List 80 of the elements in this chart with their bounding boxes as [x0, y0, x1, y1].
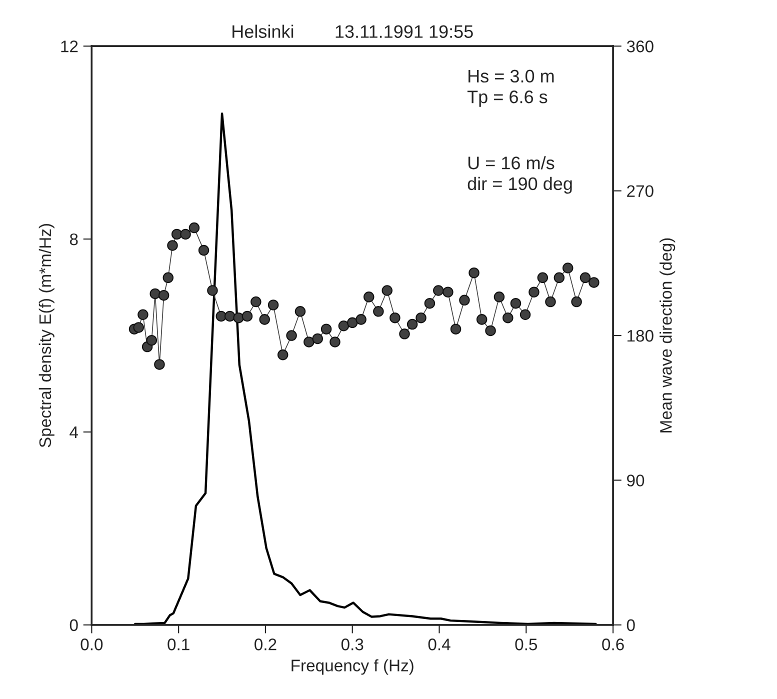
- point: [356, 314, 366, 325]
- point: [406, 318, 418, 330]
- annotation: Hs = 3.0 m Tp = 6.6 s: [467, 70, 554, 107]
- y2-tick-label: 180: [628, 330, 654, 342]
- point: [424, 298, 436, 309]
- point: [171, 228, 182, 240]
- y-tick-label: 8: [70, 233, 78, 246]
- point: [312, 333, 323, 344]
- point: [459, 294, 470, 306]
- point: [485, 325, 496, 336]
- point: [320, 324, 332, 334]
- point: [162, 272, 174, 284]
- x-tick-label: 0.6: [602, 638, 624, 650]
- x-tick-label: 0.5: [515, 638, 538, 650]
- point: [364, 292, 374, 302]
- point: [294, 306, 306, 317]
- point: [277, 349, 288, 360]
- point: [528, 286, 540, 298]
- point: [242, 310, 253, 322]
- point: [510, 298, 522, 309]
- y2-tick-label: 90: [627, 474, 644, 486]
- point: [167, 240, 178, 251]
- point: [133, 322, 144, 333]
- point: [146, 334, 158, 346]
- point: [382, 285, 393, 296]
- point: [399, 328, 410, 340]
- point: [580, 272, 591, 284]
- point: [494, 292, 505, 302]
- point: [338, 320, 350, 332]
- y-tick-label: 0: [70, 619, 78, 632]
- point: [373, 306, 384, 317]
- x-tick-label: 0.3: [341, 638, 364, 650]
- point: [588, 277, 600, 288]
- point: [450, 324, 462, 334]
- point: [433, 285, 444, 296]
- x-tick-label: 0.2: [254, 638, 276, 650]
- point: [520, 309, 531, 320]
- point: [207, 285, 218, 296]
- y-tick-label: 4: [70, 426, 78, 438]
- y2-tick-label: 360: [626, 40, 654, 52]
- point: [259, 314, 270, 325]
- point: [468, 267, 480, 278]
- point: [416, 312, 426, 324]
- point: [545, 296, 556, 308]
- x-axis-title: Frequency f (Hz): [292, 659, 414, 675]
- point: [562, 262, 574, 274]
- point: [233, 312, 244, 324]
- point: [150, 288, 160, 300]
- x-tick-label: 0.4: [428, 638, 450, 650]
- point: [286, 330, 297, 341]
- point: [571, 296, 582, 308]
- point: [198, 244, 210, 256]
- x-tick-label: 0.0: [80, 638, 103, 650]
- point: [390, 312, 400, 324]
- point: [250, 296, 262, 308]
- point: [216, 310, 227, 322]
- point: [346, 317, 358, 328]
- point: [158, 290, 170, 301]
- point: [268, 300, 279, 310]
- y2-tick-label: 0: [626, 619, 635, 632]
- line-series: [134, 112, 597, 625]
- x-tick-label: 0.1: [168, 638, 190, 650]
- chart-title: Helsinki 13.11.1991 19:55: [232, 24, 473, 38]
- point: [304, 336, 314, 348]
- point: [476, 314, 488, 325]
- y2-tick-label: 270: [627, 185, 654, 198]
- y-axis-title: Spectral density E(f) (m*m/Hz): [38, 224, 54, 448]
- point: [330, 336, 340, 348]
- point: [554, 272, 565, 284]
- y2-axis-title: Mean wave direction (deg): [660, 238, 676, 432]
- point: [502, 312, 514, 324]
- point: [180, 228, 191, 240]
- point: [537, 272, 548, 284]
- point: [442, 286, 454, 298]
- point: [224, 310, 236, 322]
- point: [154, 359, 165, 370]
- point: [188, 222, 200, 234]
- point: [138, 309, 148, 320]
- annotation: U = 16 m/s dir = 190 deg: [468, 156, 572, 194]
- y-tick-label: 12: [61, 40, 78, 52]
